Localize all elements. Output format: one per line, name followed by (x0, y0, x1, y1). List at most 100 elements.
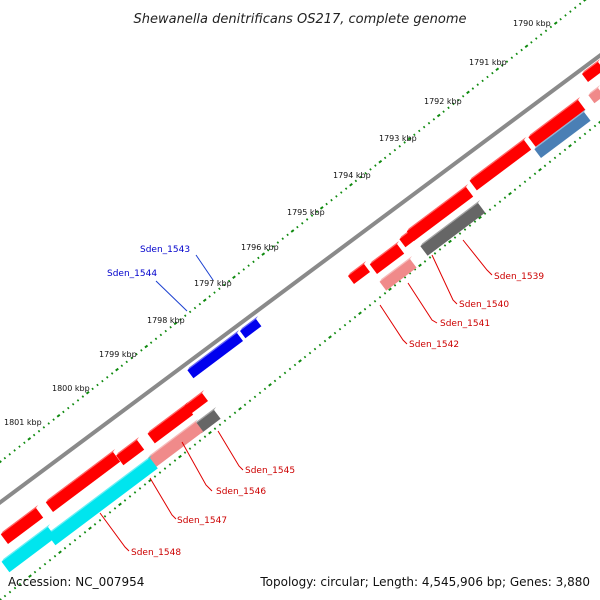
outer-tick (442, 110, 445, 113)
gene-red-k-edge (45, 449, 115, 503)
inner-tick (223, 419, 227, 423)
leader-sden-1539 (462, 239, 493, 276)
gene-label-sden-1547[interactable]: Sden_1547 (177, 516, 227, 526)
map-title: Shewanella denitrificans OS217, complete… (134, 12, 467, 27)
outer-tick (491, 71, 494, 75)
gene-red-g (348, 264, 370, 284)
inner-tick (278, 375, 282, 379)
outer-tick (276, 241, 280, 244)
gene-label-sden-1542[interactable]: Sden_1542 (409, 340, 459, 350)
inner-tick (553, 156, 557, 160)
gene-red-d (406, 187, 474, 241)
leader-sden-1547 (149, 477, 177, 520)
inner-tick (33, 570, 37, 574)
outer-tick (359, 175, 362, 179)
leader-sden-1545 (217, 430, 244, 471)
gene-pink-c-edge (148, 419, 198, 458)
outer-tick (130, 356, 133, 360)
inner-tick (13, 586, 17, 590)
gene-label-sden-1544[interactable]: Sden_1544 (107, 269, 157, 279)
outer-tick (383, 156, 387, 160)
outer-tick (335, 195, 338, 198)
inner-tick (443, 244, 447, 247)
outer-tick (340, 191, 343, 194)
outer-tick (574, 6, 577, 9)
inner-tick (528, 176, 532, 180)
inner-tick (363, 307, 367, 311)
inner-tick (593, 124, 597, 128)
outer-tick (27, 437, 32, 441)
outer-tick (466, 90, 470, 95)
inner-tick (313, 347, 317, 351)
outer-tick (0, 460, 2, 464)
outer-tick (81, 395, 85, 398)
inner-tick (18, 582, 22, 586)
gene-label-leaders (99, 239, 493, 552)
gene-pink-a (588, 88, 600, 104)
inner-tick (73, 538, 77, 542)
outer-tick (149, 341, 153, 344)
gene-label-sden-1539[interactable]: Sden_1539 (494, 272, 544, 282)
inner-tick (163, 467, 167, 470)
gene-label-sden-1543[interactable]: Sden_1543 (140, 245, 190, 255)
outer-tick (227, 279, 231, 283)
outer-tick (76, 399, 80, 402)
inner-tick (183, 451, 187, 454)
inner-tick (393, 284, 397, 287)
outer-tick (271, 245, 275, 248)
inner-tick (3, 594, 7, 598)
outer-tick (184, 314, 187, 317)
gene-label-sden-1540[interactable]: Sden_1540 (459, 300, 509, 310)
inner-tick (598, 120, 600, 124)
outer-tick (505, 60, 509, 63)
inner-tick (188, 447, 192, 450)
inner-tick (428, 256, 432, 259)
outer-tick (315, 210, 319, 214)
kbp-label-1799: 1799 kbp (99, 350, 137, 359)
inner-tick (388, 287, 392, 292)
outer-tick (281, 237, 284, 240)
inner-tick (178, 454, 182, 459)
inner-tick (58, 550, 62, 554)
outer-tick (47, 422, 50, 425)
gene-red-b-edge (528, 97, 580, 138)
outer-tick (23, 441, 26, 445)
outer-tick (37, 429, 41, 433)
inner-tick (43, 562, 47, 566)
gene-pink-a-edge (588, 85, 600, 96)
leader-sden-1548 (99, 512, 130, 552)
inner-tick (258, 391, 262, 395)
outer-tick (364, 171, 367, 175)
outer-tick (544, 29, 548, 33)
outer-tick (515, 52, 518, 56)
gene-red-f (369, 244, 405, 274)
outer-tick (3, 456, 7, 460)
gene-label-sden-1546[interactable]: Sden_1546 (216, 487, 266, 497)
inner-tick (348, 319, 352, 323)
gene-label-sden-1541[interactable]: Sden_1541 (440, 319, 490, 329)
gene-pink-b (379, 259, 417, 291)
inner-tick (493, 204, 497, 207)
gene-label-sden-1545[interactable]: Sden_1545 (245, 466, 295, 476)
inner-tick (308, 351, 312, 355)
gene-label-sden-1548[interactable]: Sden_1548 (131, 548, 181, 558)
outer-tick (179, 318, 182, 321)
gene-red-k (45, 452, 121, 512)
gene-gray-b (194, 410, 221, 434)
inner-tick (228, 415, 232, 419)
inner-tick (398, 280, 402, 283)
gene-gray-a (420, 203, 486, 256)
inner-tick (563, 148, 567, 152)
kbp-label-1794: 1794 kbp (333, 171, 371, 180)
inner-tick (118, 502, 122, 507)
outer-tick (393, 148, 397, 152)
inner-tick (113, 507, 117, 510)
outer-tick (344, 187, 348, 190)
inner-tick (243, 403, 247, 407)
outer-tick (42, 426, 46, 429)
outer-tick (447, 106, 450, 110)
inner-tick (328, 335, 332, 339)
outer-tick (553, 21, 558, 25)
gene-red-d-edge (406, 184, 468, 232)
gene-sden-1543-edge (240, 316, 258, 331)
